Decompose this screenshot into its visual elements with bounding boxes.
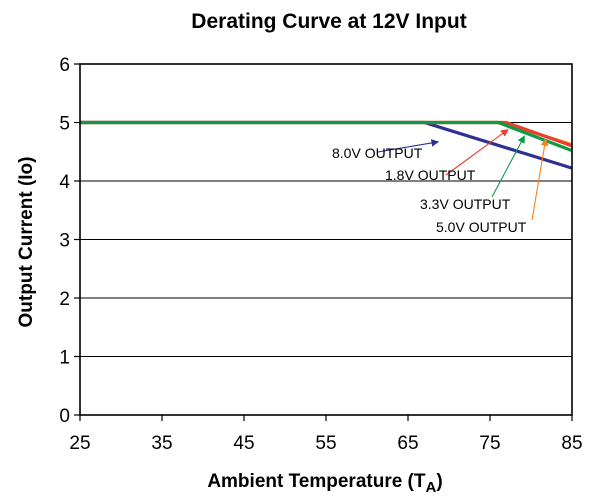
chart-title: Derating Curve at 12V Input: [191, 10, 466, 33]
series-lines: [80, 120, 573, 170]
y-tick-label: 5: [59, 114, 70, 135]
x-tick-label: 65: [397, 433, 418, 454]
annotation-arrow: [377, 139, 440, 153]
x-tick-label: 55: [315, 433, 336, 454]
y-tick-label: 3: [59, 231, 70, 252]
y-tick-label: 0: [59, 406, 70, 427]
gridlines: [80, 122, 572, 357]
y-tick-label: 6: [59, 55, 70, 76]
annotation-arrow: [531, 138, 549, 221]
annotation-arrow: [445, 129, 509, 176]
series-line-1-8v-output: [80, 120, 573, 148]
x-tick-label: 45: [233, 433, 254, 454]
x-tick-label: 25: [69, 433, 90, 454]
x-tick-label: 75: [479, 433, 500, 454]
series-annotations: 8.0V OUTPUT 1.8V OUTPUT 3.3V OUTPUT 5.0V OU…: [332, 129, 549, 235]
x-axis-title: Ambient Temperature (TA): [207, 471, 442, 496]
y-tick-label: 1: [59, 348, 70, 369]
y-tick-label: 4: [59, 172, 70, 193]
series-label: 8.0V OUTPUT: [332, 145, 423, 161]
series-label: 1.8V OUTPUT: [385, 167, 476, 183]
annotation-arrow: [491, 135, 525, 198]
y-axis-ticks: 0 1 2 3 4 5 6: [59, 55, 80, 427]
series-line-5-0v-output: [80, 120, 573, 147]
series-label: 5.0V OUTPUT: [436, 219, 527, 235]
x-tick-label: 35: [151, 433, 172, 454]
series-label: 3.3V OUTPUT: [420, 196, 511, 212]
y-tick-label: 2: [59, 289, 70, 310]
y-axis-title: Output Current (Io): [16, 157, 37, 328]
x-axis-ticks: 25 35 45 55 65 75 85: [69, 415, 583, 454]
series-line-8-0v-output: [80, 120, 573, 170]
x-axis-title-subscript: A: [426, 479, 437, 496]
x-tick-label: 85: [561, 433, 582, 454]
